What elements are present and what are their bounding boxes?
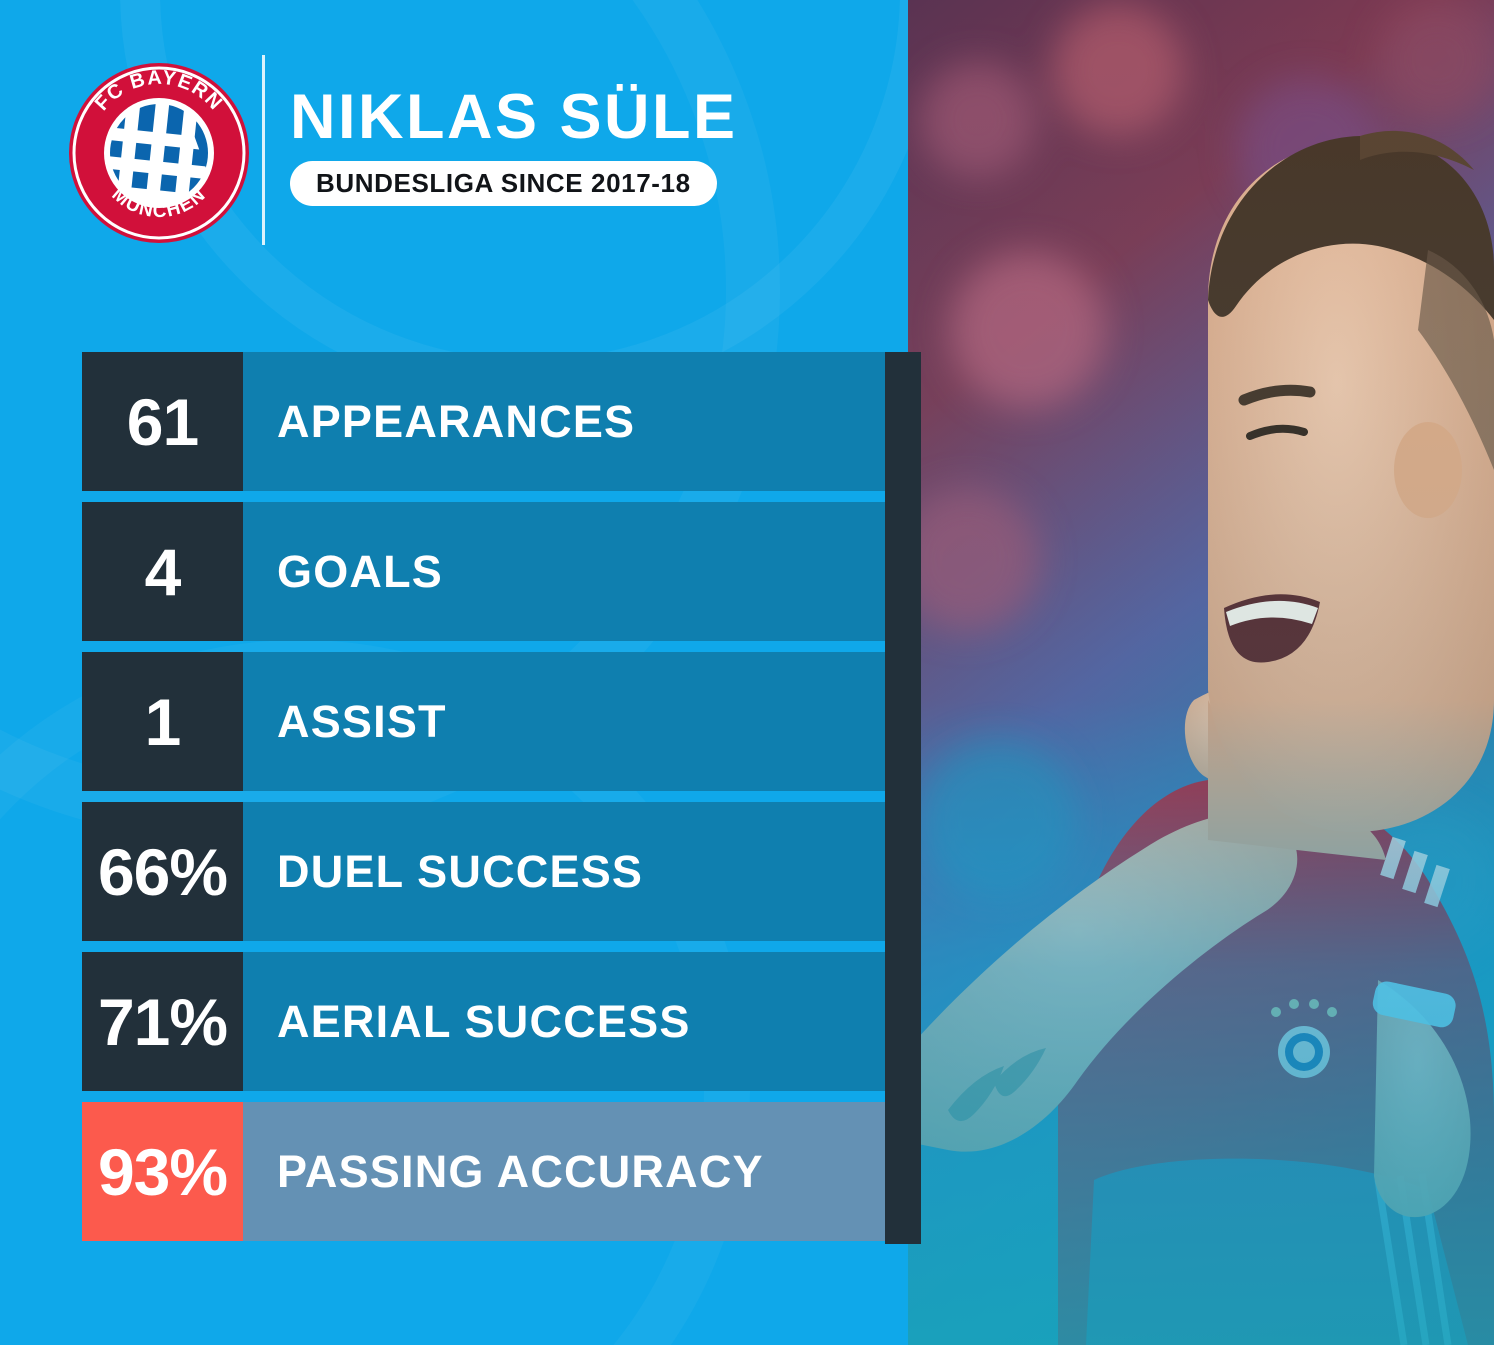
- stat-label: APPEARANCES: [243, 352, 921, 491]
- stat-row: 4 GOALS: [82, 502, 921, 641]
- player-celebration-photo: [908, 0, 1494, 1345]
- panel-edge-accent: [885, 352, 921, 1244]
- stat-value: 4: [82, 502, 243, 641]
- fc-bayern-crest-icon: FC BAYERN MÜNCHEN: [68, 62, 250, 244]
- stat-label: PASSING ACCURACY: [243, 1102, 921, 1241]
- stat-value-highlighted: 93%: [82, 1102, 243, 1241]
- stat-row: 71% AERIAL SUCCESS: [82, 952, 921, 1091]
- stat-label: DUEL SUCCESS: [243, 802, 921, 941]
- stat-label: AERIAL SUCCESS: [243, 952, 921, 1091]
- stat-row-highlighted: 93% PASSING ACCURACY: [82, 1102, 921, 1241]
- header: FC BAYERN MÜNCHEN NIKLAS SÜLE BUNDESLIGA…: [0, 0, 908, 300]
- stat-row: 1 ASSIST: [82, 652, 921, 791]
- status-badge: BUNDESLIGA SINCE 2017-18: [290, 161, 717, 206]
- stat-row: 61 APPEARANCES: [82, 352, 921, 491]
- stat-label: GOALS: [243, 502, 921, 641]
- page-title: NIKLAS SÜLE: [290, 82, 738, 152]
- stat-row: 66% DUEL SUCCESS: [82, 802, 921, 941]
- stat-value: 61: [82, 352, 243, 491]
- stat-value: 66%: [82, 802, 243, 941]
- stat-value: 71%: [82, 952, 243, 1091]
- title-block: NIKLAS SÜLE BUNDESLIGA SINCE 2017-18: [290, 86, 890, 206]
- stat-value: 1: [82, 652, 243, 791]
- header-divider: [262, 55, 265, 245]
- stat-label: ASSIST: [243, 652, 921, 791]
- stats-list: 61 APPEARANCES 4 GOALS 1 ASSIST 66% DUEL…: [82, 352, 921, 1241]
